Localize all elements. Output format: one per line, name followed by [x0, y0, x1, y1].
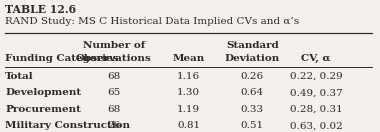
- Text: CV, α: CV, α: [301, 54, 331, 63]
- Text: Number of: Number of: [83, 41, 145, 50]
- Text: 65: 65: [107, 88, 120, 97]
- Text: 0.63, 0.02: 0.63, 0.02: [290, 121, 342, 130]
- Text: 0.64: 0.64: [241, 88, 264, 97]
- Text: 0.81: 0.81: [177, 121, 200, 130]
- Text: Military Construction: Military Construction: [5, 121, 130, 130]
- Text: 68: 68: [107, 72, 120, 81]
- Text: 0.28, 0.31: 0.28, 0.31: [290, 105, 342, 114]
- Text: 0.22, 0.29: 0.22, 0.29: [290, 72, 342, 81]
- Text: 1.19: 1.19: [177, 105, 200, 114]
- Text: 0.33: 0.33: [241, 105, 264, 114]
- Text: RAND Study: MS C Historical Data Implied CVs and α’s: RAND Study: MS C Historical Data Implied…: [5, 17, 299, 26]
- Text: Procurement: Procurement: [5, 105, 81, 114]
- Text: Standard: Standard: [226, 41, 279, 50]
- Text: 26: 26: [107, 121, 120, 130]
- Text: Mean: Mean: [173, 54, 205, 63]
- Text: Funding Categories: Funding Categories: [5, 54, 119, 63]
- Text: 68: 68: [107, 105, 120, 114]
- Text: Observations: Observations: [76, 54, 152, 63]
- Text: 1.16: 1.16: [177, 72, 200, 81]
- Text: 1.30: 1.30: [177, 88, 200, 97]
- Text: 0.49, 0.37: 0.49, 0.37: [290, 88, 342, 97]
- Text: Total: Total: [5, 72, 34, 81]
- Text: 0.51: 0.51: [241, 121, 264, 130]
- Text: Development: Development: [5, 88, 81, 97]
- Text: TABLE 12.6: TABLE 12.6: [5, 4, 76, 15]
- Text: Deviation: Deviation: [225, 54, 280, 63]
- Text: 0.26: 0.26: [241, 72, 264, 81]
